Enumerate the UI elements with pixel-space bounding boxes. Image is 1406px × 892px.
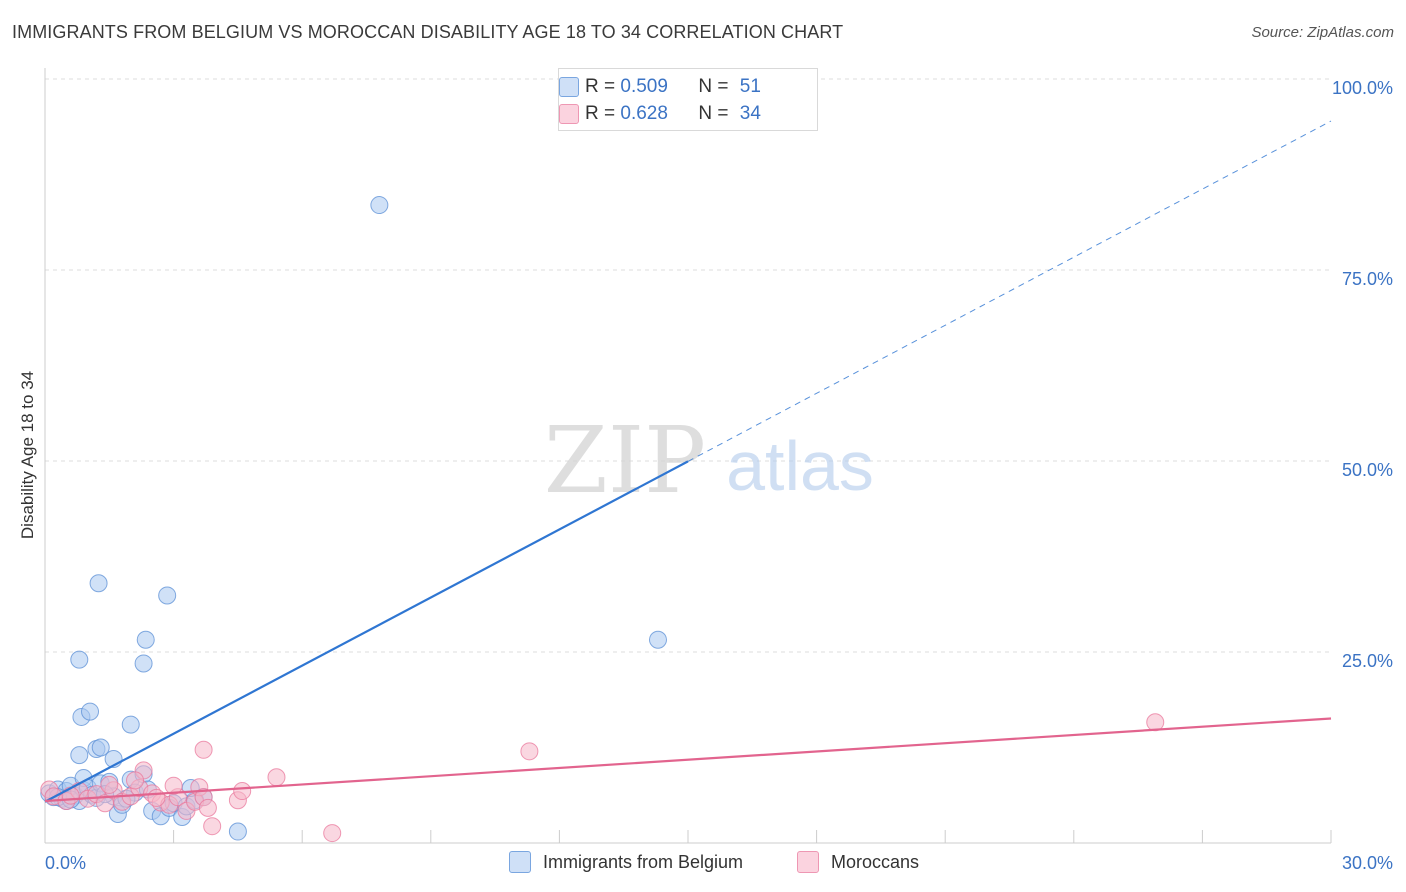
point-belgium xyxy=(70,650,89,669)
legend-r-value-moroccans: 0.628 xyxy=(620,103,668,124)
legend-row-belgium: R = 0.509 N = 51 xyxy=(559,75,761,99)
legend-n-label: N = xyxy=(698,76,729,97)
y-tick-label: 25.0% xyxy=(1342,651,1393,671)
watermark-zip: ZIP xyxy=(544,407,706,514)
legend-r-label: R = xyxy=(585,76,616,97)
grid-layer xyxy=(45,78,1331,653)
point-belgium xyxy=(136,630,155,649)
series-swatch-belgium xyxy=(509,851,531,873)
legend-r-value-belgium: 0.509 xyxy=(620,76,668,97)
series-legend: Immigrants from Belgium Moroccans xyxy=(0,851,1406,877)
point-moroccans xyxy=(233,782,252,801)
y-tick-label: 100.0% xyxy=(1332,78,1393,98)
y-tick-label: 75.0% xyxy=(1342,269,1393,289)
point-moroccans xyxy=(164,776,183,795)
trendlines-layer xyxy=(44,120,1332,803)
trendline-belgium xyxy=(44,460,689,803)
point-moroccans xyxy=(194,740,213,759)
legend-row-moroccans: R = 0.628 N = 34 xyxy=(559,102,761,126)
point-belgium xyxy=(70,746,89,765)
series-legend-moroccans[interactable]: Moroccans xyxy=(797,851,919,873)
y-axis-title: Disability Age 18 to 34 xyxy=(18,370,37,540)
point-moroccans xyxy=(1146,713,1165,732)
watermark-atlas: atlas xyxy=(726,427,874,505)
point-moroccans xyxy=(126,771,145,790)
y-tick-label: 50.0% xyxy=(1342,460,1393,480)
point-moroccans xyxy=(198,798,217,817)
point-belgium xyxy=(134,654,153,673)
legend-n-value-belgium: 51 xyxy=(739,76,761,97)
point-moroccans xyxy=(61,786,80,805)
point-belgium xyxy=(89,574,108,593)
chart-title: IMMIGRANTS FROM BELGIUM VS MOROCCAN DISA… xyxy=(12,22,844,42)
point-belgium xyxy=(370,196,389,215)
series-legend-belgium[interactable]: Immigrants from Belgium xyxy=(509,851,743,873)
point-moroccans xyxy=(203,817,222,836)
point-moroccans xyxy=(267,768,286,787)
point-belgium xyxy=(91,738,110,757)
x-tick-label: 0.0% xyxy=(45,853,86,873)
point-belgium xyxy=(158,586,177,605)
stats-legend: R = 0.509 N = 51 R = 0.628 N = 34 xyxy=(558,68,818,131)
point-moroccans xyxy=(323,824,342,843)
axes-layer xyxy=(44,68,1332,844)
point-belgium xyxy=(228,822,247,841)
point-belgium xyxy=(648,630,667,649)
x-tick-label: 30.0% xyxy=(1342,853,1393,873)
point-moroccans xyxy=(147,788,166,807)
source-label: Source: ZipAtlas.com xyxy=(1251,24,1394,41)
legend-n-label: N = xyxy=(698,103,729,124)
legend-swatch-moroccans xyxy=(559,104,579,124)
legend-n-value-moroccans: 34 xyxy=(739,103,761,124)
tick-labels-layer: 25.0% 50.0% 75.0% 100.0% 0.0% 30.0% xyxy=(45,78,1393,873)
point-belgium xyxy=(121,715,140,734)
series-swatch-moroccans xyxy=(797,851,819,873)
series-label-moroccans: Moroccans xyxy=(831,851,920,872)
series-label-belgium: Immigrants from Belgium xyxy=(543,851,744,872)
legend-swatch-belgium xyxy=(559,77,579,97)
point-belgium xyxy=(81,702,100,721)
trendline-moroccans xyxy=(44,717,1332,803)
trendline-belgium-extension xyxy=(687,120,1332,462)
points-layer xyxy=(40,196,1165,843)
legend-r-label: R = xyxy=(585,103,616,124)
point-moroccans xyxy=(100,775,119,794)
point-moroccans xyxy=(520,742,539,761)
